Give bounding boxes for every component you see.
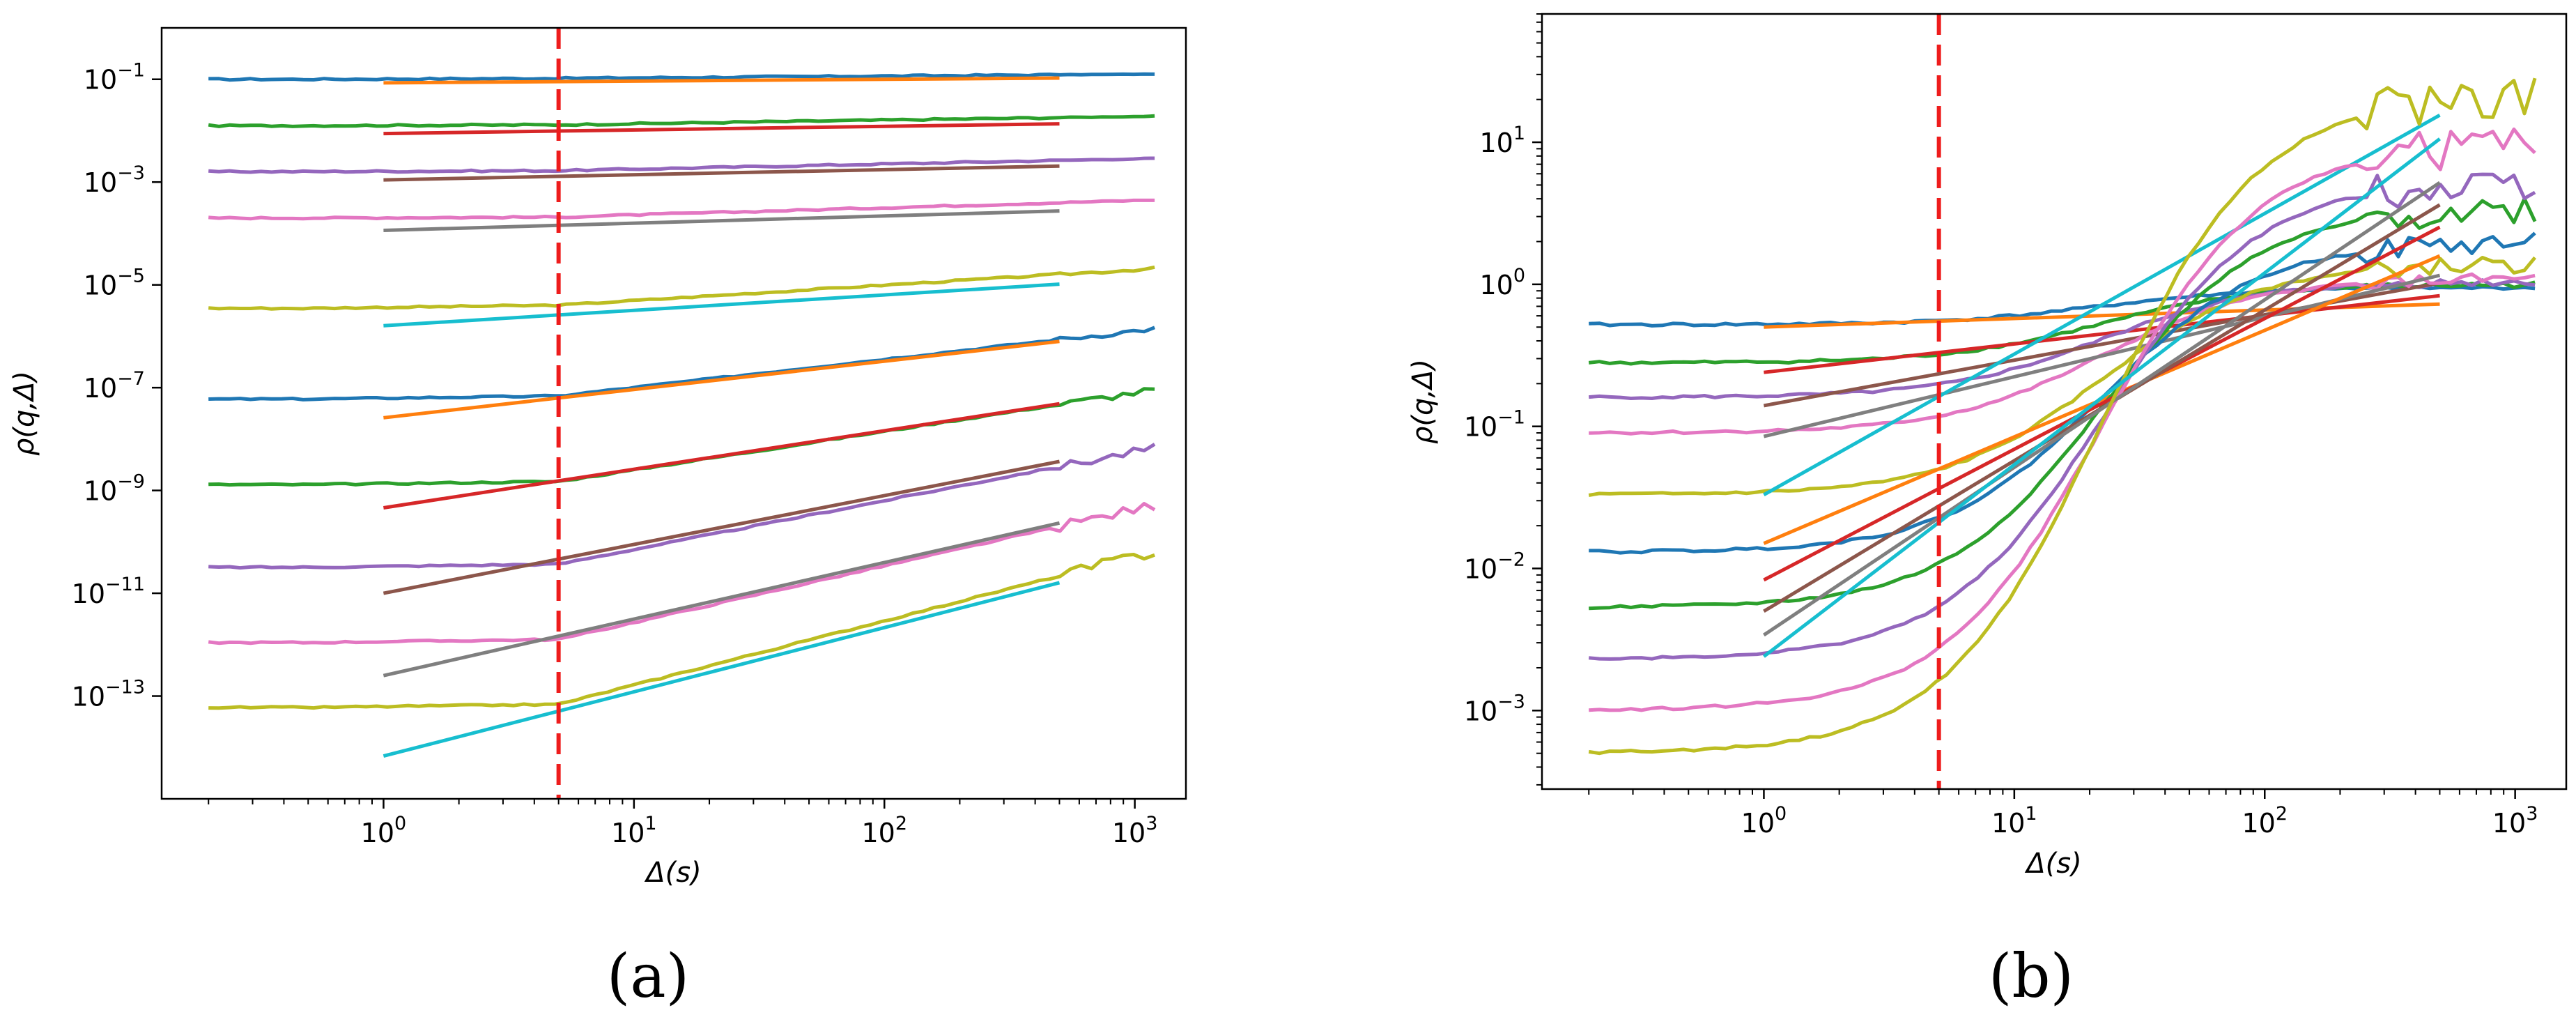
panel-b-series-18-fit-line [1763,181,2441,637]
panel-b-label: (b) [1989,942,2074,1011]
panel-a-y-tick-label-7: 10−13 [72,677,145,712]
panel-a-series-20-fit-line [383,581,1061,758]
panel-a-series-10-fit-line [383,282,1060,328]
panel-b-x-ticks: 100 101 102 103 [1588,789,2538,839]
panel-b-series-20-fit-line [1762,137,2442,658]
panel-a-series-3-data-line [208,114,1155,128]
panel-b-series-14-fit-line [1763,225,2441,582]
panel-b-x-tick-label-3: 102 [2242,803,2288,839]
panel-a-series-5-data-line [208,156,1155,174]
panel-a-series-16-fit-line [383,459,1060,595]
panel-b-series-4-fit-line [1764,293,2440,374]
panel-a-series-12-fit-line [383,339,1060,420]
panel-b-series-15-data-line [1588,172,2536,661]
panel-b-axes-frame [1541,13,2568,790]
panel-a-x-tick-label-4: 103 [1112,813,1158,848]
panel-a-series-19-data-line [208,553,1155,710]
panel-b-series-19-data-line [1588,77,2537,756]
panel-a-x-tick-label-2: 101 [611,813,657,848]
panel-b-series-17-data-line [1589,127,2536,712]
panel-a-series-4-fit-line [383,122,1060,136]
panel-b-series-layer [1588,77,2537,756]
panel-a-y-tick-label-1: 10−1 [84,60,145,95]
panel-a-x-ticks: 100 101 102 103 [208,799,1157,848]
panel-a-series-14-fit-line [383,402,1060,510]
panel-a-series-9-data-line [208,265,1155,311]
panel-a-series-8-fit-line [383,209,1060,232]
panel-a-series-7-data-line [208,198,1155,221]
panel-a-axes-frame [160,26,1187,800]
panel-a-series-1-data-line [208,72,1155,82]
panel-b-y-axis-label: ρ(q,Δ) [1407,359,1439,444]
panel-b-series-13-data-line [1589,197,2537,611]
panel-a-y-tick-label-4: 10−7 [84,368,145,404]
panel-b-series-9-data-line [1588,256,2537,497]
panel-a-y-tick-label-6: 10−11 [72,574,145,609]
panel-a-y-axis-label: ρ(q,Δ) [8,371,40,456]
panel-a-x-axis-label: Δ(s) [644,857,701,889]
panel-b-x-tick-label-2: 101 [1991,803,2037,839]
panel-b-series-6-fit-line [1763,281,2440,408]
panel-b-x-tick-label-1: 100 [1741,803,1787,839]
panel-b-y-tick-label-4: 10−2 [1464,549,1525,585]
panel-a-series-2-fit-line [383,76,1060,85]
panel-a-series-layer [208,72,1156,758]
panel-b-y-tick-label-5: 10−3 [1464,691,1525,726]
panel-a-series-11-data-line [208,326,1156,402]
panel-a-y-tick-label-5: 10−9 [84,471,145,507]
panel-b-y-ticks: 101 100 10−1 10−2 10−3 [1464,13,1542,786]
panel-a: 100 101 102 103 10−110−310−510−710−910−1110… [8,26,1187,1011]
panel-a-y-ticks: 10−1 10−3 10−5 10−7 10−9 10−11 10−13 [72,60,162,712]
panel-b-y-tick-label-1: 101 [1479,123,1525,158]
panel-a-series-17-data-line [208,502,1156,645]
panel-b-y-tick-label-3: 10−1 [1464,407,1525,443]
panel-b-y-tick-label-2: 100 [1479,265,1525,300]
panel-a-series-6-fit-line [383,164,1060,182]
panel-a-label: (a) [607,942,689,1011]
panel-b-x-axis-label: Δ(s) [2024,848,2081,880]
panel-b-series-10-fit-line [1763,114,2441,496]
panel-a-series-15-data-line [208,443,1156,570]
panel-b-x-tick-label-4: 103 [2492,803,2538,839]
panel-a-y-tick-label-2: 10−3 [84,162,145,198]
panel-a-x-tick-label-3: 102 [861,813,907,848]
panel-a-x-tick-label-1: 100 [361,813,407,848]
panel-b-series-7-data-line [1589,272,2536,436]
panel-b: 100 101 102 103 101 100 10−1 10−2 10−3 Δ(s) ρ(q… [1407,13,2568,1011]
panel-a-y-tick-label-3: 10−5 [84,266,145,301]
panel-a-series-18-fit-line [383,521,1061,678]
